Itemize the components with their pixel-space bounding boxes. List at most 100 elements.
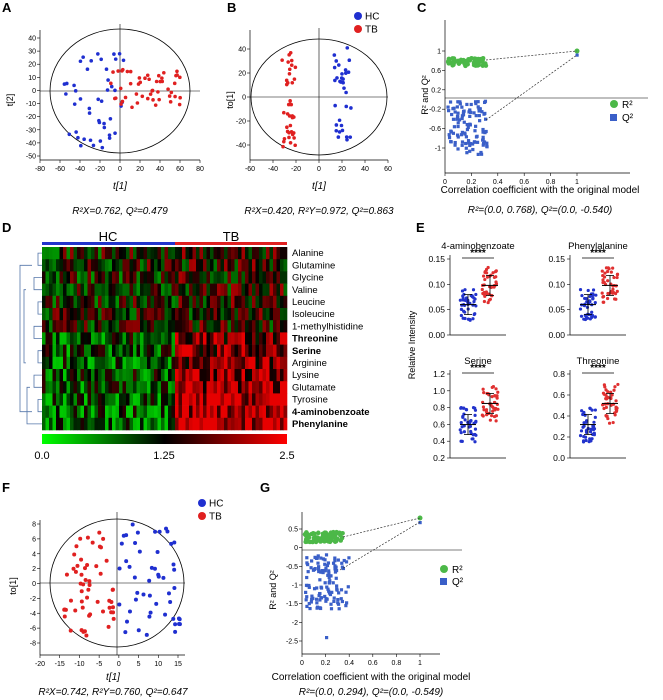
heatmap-cell bbox=[178, 344, 183, 358]
heatmap-cell bbox=[84, 381, 88, 394]
heatmap-cell bbox=[269, 308, 274, 321]
panel-b-hc-point bbox=[333, 78, 337, 83]
heatmap-cell bbox=[185, 271, 190, 284]
panel-f-ytick-label: -4 bbox=[30, 611, 36, 618]
panel-b-hc-point bbox=[332, 65, 337, 70]
heatmap-cell bbox=[140, 320, 144, 333]
dotplot-hc-point bbox=[462, 430, 467, 434]
heatmap-cell bbox=[283, 283, 288, 297]
dotplot-hc-point bbox=[590, 408, 594, 412]
dotplot-tb-point bbox=[603, 271, 607, 275]
heatmap-cell bbox=[129, 283, 134, 297]
dotplot-ytick-label: 0.10 bbox=[428, 279, 445, 289]
heatmap-cell bbox=[45, 344, 50, 358]
heatmap-cell bbox=[129, 308, 134, 321]
heatmap-cell bbox=[196, 344, 200, 358]
heatmap-cell bbox=[210, 344, 214, 358]
heatmap-cell bbox=[56, 295, 60, 309]
heatmap-cell bbox=[161, 308, 165, 321]
heatmap-cell bbox=[108, 344, 113, 358]
panel-c-q2-point bbox=[481, 138, 485, 142]
heatmap-cell bbox=[150, 247, 155, 260]
panel-g-q2-point bbox=[321, 557, 325, 561]
panel-d: D HC TB AlanineGlutamineGlycineValineLeu… bbox=[2, 220, 370, 462]
heatmap-cell bbox=[63, 295, 67, 309]
heatmap-cell bbox=[73, 369, 78, 382]
heatmap-cell bbox=[199, 393, 204, 406]
heatmap-cell bbox=[154, 369, 158, 382]
heatmap-row-label: 4-aminobenzoate bbox=[292, 407, 370, 418]
panel-f-hc-point bbox=[163, 612, 168, 617]
heatmap-cell bbox=[66, 283, 71, 297]
panel-a-xtick-label: 80 bbox=[196, 166, 204, 173]
dotplot-hc-point bbox=[586, 288, 590, 293]
heatmap-cell bbox=[189, 381, 193, 394]
dotplot-tb-point bbox=[496, 390, 500, 394]
panel-g-q2-point bbox=[346, 585, 350, 589]
heatmap-cell bbox=[115, 259, 120, 272]
heatmap-cell bbox=[220, 393, 225, 406]
panel-b-hc-point bbox=[339, 123, 344, 128]
heatmap-cell bbox=[248, 308, 253, 321]
heatmap-cell bbox=[280, 405, 284, 419]
panel-g-q2-point bbox=[323, 581, 327, 585]
panel-b-hc-point bbox=[349, 106, 353, 110]
heatmap-cell bbox=[66, 308, 71, 321]
heatmap-cell bbox=[168, 283, 172, 297]
heatmap-cell bbox=[140, 295, 144, 309]
heatmap-cell bbox=[80, 369, 85, 382]
panel-a-hc-point bbox=[96, 52, 100, 56]
heatmap-cell bbox=[49, 356, 53, 370]
heatmap-cell bbox=[259, 283, 263, 297]
panel-f-tb-point bbox=[97, 530, 102, 535]
panel-a-tb-point bbox=[145, 73, 150, 78]
heatmap-cell bbox=[227, 405, 232, 419]
heatmap-cell bbox=[119, 344, 123, 358]
heatmap-cell bbox=[105, 320, 109, 333]
panel-c-xtick-label: 0.2 bbox=[467, 179, 477, 186]
heatmap-cell bbox=[255, 271, 260, 284]
panel-g-q2-point bbox=[326, 561, 331, 565]
heatmap-cell bbox=[182, 356, 186, 370]
heatmap-cell bbox=[266, 259, 270, 272]
heatmap-cell bbox=[77, 344, 81, 358]
heatmap-cell bbox=[49, 271, 53, 284]
panel-a-tb-point bbox=[120, 99, 125, 104]
heatmap-cell bbox=[206, 332, 211, 345]
heatmap-cell bbox=[77, 332, 81, 345]
panel-b-hc-point bbox=[336, 135, 341, 139]
heatmap-cell bbox=[133, 393, 137, 406]
heatmap-cell bbox=[252, 308, 256, 321]
dotplot-tb-point bbox=[609, 390, 613, 394]
heatmap-cell bbox=[140, 283, 144, 297]
heatmap-cell bbox=[164, 417, 169, 431]
panel-b-xtick-label: 20 bbox=[338, 166, 346, 173]
heatmap-cell bbox=[94, 320, 99, 333]
heatmap-cell bbox=[129, 320, 134, 333]
heatmap-cell bbox=[164, 295, 169, 309]
heatmap-cell bbox=[45, 332, 50, 345]
heatmap-cell bbox=[119, 381, 123, 394]
heatmap-cell bbox=[70, 271, 74, 284]
panel-g-r2-point bbox=[307, 539, 313, 545]
panel-g-q2-point bbox=[310, 559, 314, 563]
heatmap-cell bbox=[273, 344, 277, 358]
heatmap-cell bbox=[157, 247, 162, 260]
heatmap-cell bbox=[143, 417, 148, 431]
heatmap-cell bbox=[259, 344, 263, 358]
heatmap-cell bbox=[210, 381, 214, 394]
heatmap-cell bbox=[52, 295, 57, 309]
panel-c-q2-point bbox=[460, 130, 464, 134]
heatmap-cell bbox=[42, 320, 46, 333]
heatmap-cell bbox=[241, 283, 246, 297]
heatmap-cell bbox=[283, 332, 288, 345]
heatmap-cell bbox=[178, 332, 183, 345]
panel-b-hc-point bbox=[340, 72, 344, 76]
heatmap-cell bbox=[224, 259, 228, 272]
panel-f-hc-point bbox=[147, 614, 152, 619]
panel-f-ytick-label: 2 bbox=[32, 566, 36, 573]
heatmap-cell bbox=[119, 332, 123, 345]
panel-b-xtick-label: -60 bbox=[245, 166, 255, 173]
panel-f-hc-point bbox=[136, 628, 141, 633]
heatmap-cell bbox=[266, 271, 270, 284]
